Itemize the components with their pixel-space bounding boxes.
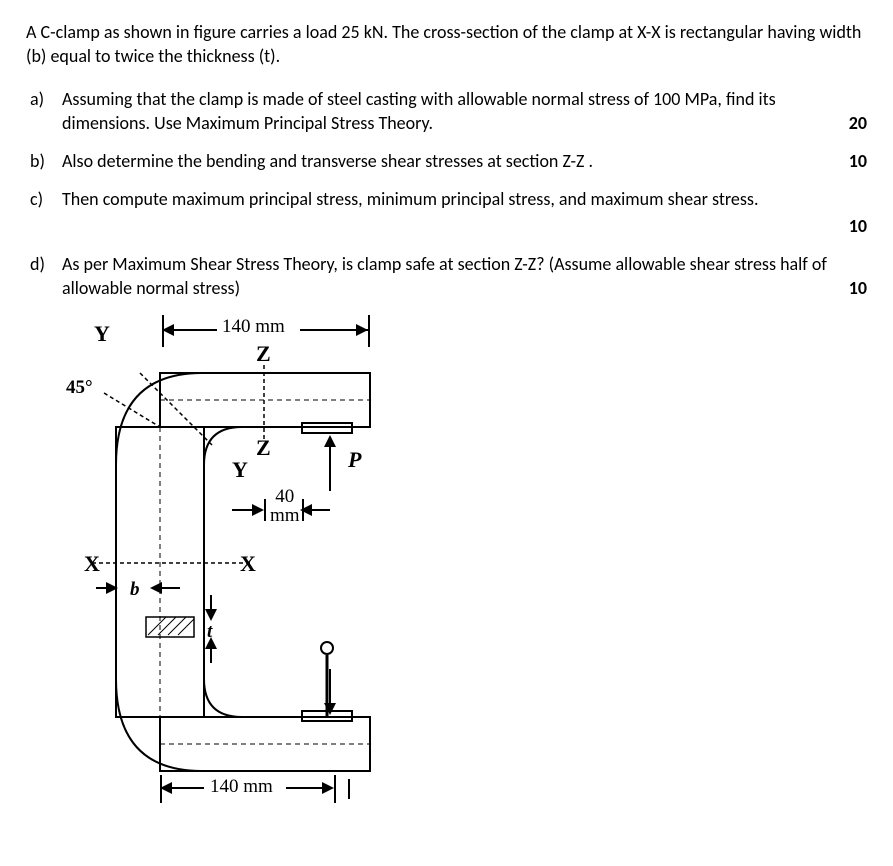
question-d-marks: 10 — [849, 276, 867, 300]
arrowhead-40-left — [252, 504, 264, 516]
question-b-body: Also determine the bending and transvers… — [62, 150, 593, 172]
question-a-body: Assuming that the clamp is made of steel… — [62, 88, 776, 134]
label-Z-mid: Z — [256, 433, 271, 463]
P-down-line — [329, 669, 331, 705]
question-c: c) Then compute maximum principal stress… — [62, 187, 867, 238]
label-Y-mid: Y — [232, 455, 248, 485]
dim-40-line-right — [310, 509, 330, 511]
label-b: b — [130, 577, 140, 603]
dim-40-val: 40 — [275, 486, 294, 507]
inner-curve-bottom — [204, 679, 242, 717]
question-a-text: Assuming that the clamp is made of steel… — [62, 87, 867, 136]
question-a-marks: 20 — [849, 111, 867, 135]
question-b-label: b) — [30, 149, 45, 173]
question-b-marks: 10 — [849, 149, 867, 173]
question-d: d) As per Maximum Shear Stress Theory, i… — [62, 252, 867, 301]
question-b: b) Also determine the bending and transv… — [62, 149, 867, 173]
arrowhead-P-down — [324, 703, 336, 715]
hatch-3 — [168, 617, 186, 635]
dim-b-arrow-right — [160, 587, 180, 589]
arrowhead-P-up — [324, 435, 336, 447]
screw-handle-circle — [321, 642, 333, 654]
question-a: a) Assuming that the clamp is made of st… — [62, 87, 867, 136]
tick-extra — [348, 779, 350, 799]
question-d-body: As per Maximum Shear Stress Theory, is c… — [62, 253, 827, 299]
P-arrow-line — [329, 447, 331, 491]
hatch-4 — [178, 619, 194, 635]
dim-40: 40 mm — [270, 487, 300, 525]
dim-40-unit: mm — [270, 505, 300, 526]
questions-list: a) Assuming that the clamp is made of st… — [26, 87, 867, 805]
dim-t-arrow-bottom — [210, 645, 212, 663]
tick-40-left — [264, 499, 266, 521]
section-detail-rect — [146, 617, 194, 637]
question-d-text: As per Maximum Shear Stress Theory, is c… — [62, 252, 867, 301]
hatch-2 — [158, 617, 176, 635]
question-c-text: Then compute maximum principal stress, m… — [62, 187, 867, 211]
question-c-marks: 10 — [62, 214, 867, 238]
arrowhead-b-right — [106, 582, 118, 594]
question-a-label: a) — [30, 87, 44, 111]
clamp-figure: Y 140 mm Z 45° — [52, 315, 452, 805]
label-X-right: X — [240, 549, 256, 579]
label-X-left: X — [84, 549, 100, 579]
hatch-1 — [148, 617, 166, 635]
y-section-line-1 — [104, 393, 160, 427]
question-b-text: Also determine the bending and transvers… — [62, 149, 867, 173]
y-section-line-2 — [140, 373, 212, 445]
dim-b140-line-left — [170, 787, 204, 789]
label-P: P — [348, 445, 361, 475]
tick-b140-right — [334, 775, 336, 803]
tick-40-right — [302, 499, 304, 521]
arrowhead-b140-right — [322, 782, 334, 794]
question-d-label: d) — [30, 252, 45, 276]
question-c-label: c) — [30, 187, 43, 211]
problem-intro: A C-clamp as shown in figure carries a l… — [26, 20, 867, 69]
dim-140-bottom: 140 mm — [210, 777, 273, 796]
